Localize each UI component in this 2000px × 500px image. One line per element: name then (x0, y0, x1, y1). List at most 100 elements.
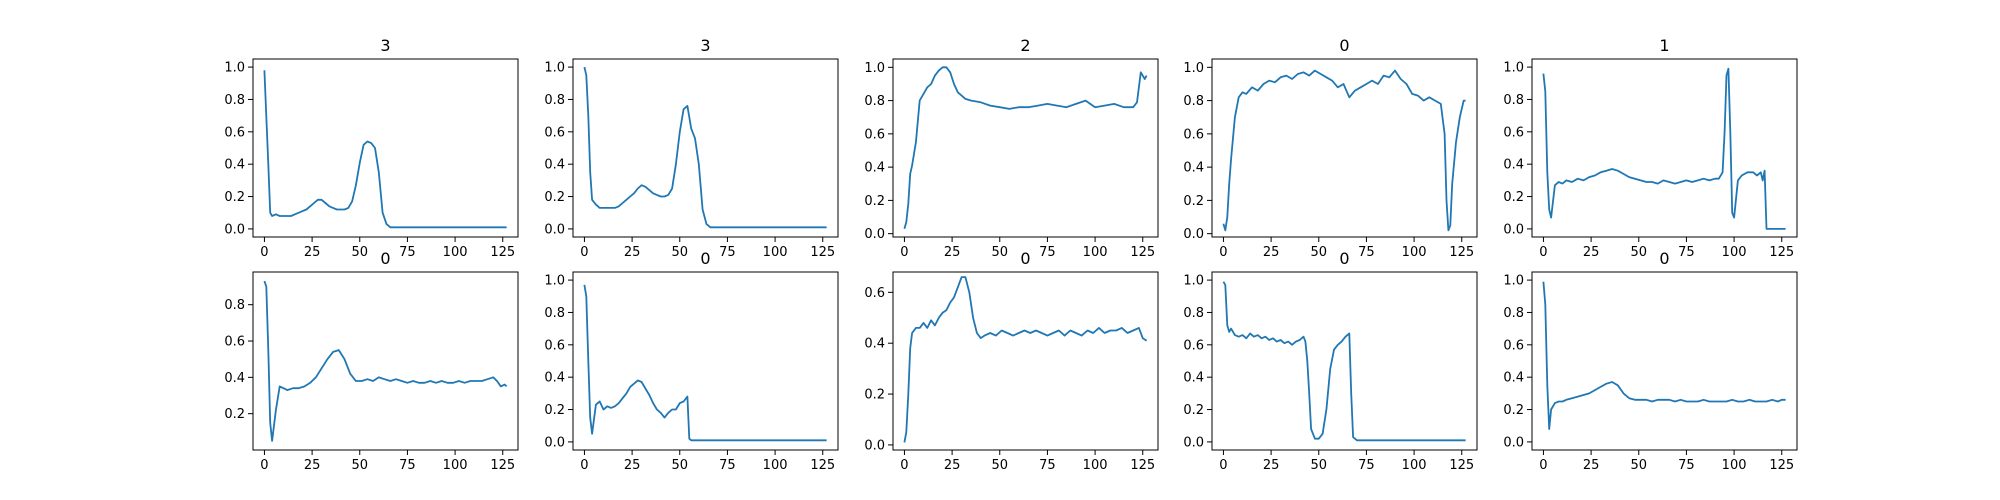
y-tick-label: 0.6 (864, 286, 885, 301)
y-tick-label: 0.4 (1503, 158, 1524, 173)
x-tick-label: 100 (443, 245, 468, 260)
x-tick-label: 100 (763, 458, 788, 473)
x-tick-label: 0 (260, 245, 268, 260)
x-tick-label: 0 (1219, 458, 1227, 473)
y-tick-label: 0.2 (864, 194, 885, 209)
y-tick-label: 0.4 (544, 371, 565, 386)
panel-title: 0 (1020, 249, 1030, 268)
y-tick-label: 0.8 (544, 93, 565, 108)
y-tick-label: 0.2 (1503, 403, 1524, 418)
x-tick-label: 125 (1449, 245, 1474, 260)
y-tick-label: 1.0 (1183, 274, 1204, 289)
y-tick-label: 1.0 (1503, 61, 1524, 76)
series-line (583, 66, 827, 229)
y-tick-label: 0.6 (864, 127, 885, 142)
x-tick-label: 50 (1310, 458, 1327, 473)
panel-title: 2 (1020, 36, 1030, 55)
panel-6: 0 0 25 50 75 100 125 0.2 0.4 0.6 0.8 (224, 249, 519, 473)
y-tick-label: 0.8 (1503, 93, 1524, 108)
y-tick-label: 0.4 (224, 371, 245, 386)
y-tick-label: 0.2 (1183, 403, 1204, 418)
panel-7: 0 0 25 50 75 100 125 0.0 0.2 0.4 0.6 0.8 1.0 (544, 249, 839, 473)
x-tick-label: 0 (580, 245, 588, 260)
y-tick-label: 0.0 (544, 222, 565, 237)
x-tick-label: 0 (260, 458, 268, 473)
y-tick-label: 0.0 (864, 227, 885, 242)
y-tick-label: 0.2 (224, 190, 245, 205)
x-tick-label: 75 (1358, 458, 1375, 473)
x-tick-label: 125 (1130, 245, 1155, 260)
x-tick-label: 50 (1630, 458, 1647, 473)
x-tick-label: 125 (810, 245, 835, 260)
panel-title: 0 (380, 249, 390, 268)
axes-frame (572, 58, 839, 238)
y-tick-label: 0.2 (544, 190, 565, 205)
x-tick-label: 125 (1449, 458, 1474, 473)
panel-3: 2 0 25 50 75 100 125 0.0 0.2 0.4 0.6 0.8 1.0 (864, 36, 1159, 260)
x-tick-label: 0 (1539, 245, 1547, 260)
x-tick-label: 75 (1678, 458, 1695, 473)
y-tick-label: 0.6 (1503, 125, 1524, 140)
y-tick-label: 0.8 (544, 306, 565, 321)
panel-5: 1 0 25 50 75 100 125 0.0 0.2 0.4 0.6 0.8 1.0 (1503, 36, 1798, 260)
y-tick-label: 1.0 (1503, 274, 1524, 289)
y-tick-label: 0.0 (1183, 227, 1204, 242)
y-tick-label: 0.6 (1183, 338, 1204, 353)
panel-title: 0 (1659, 249, 1669, 268)
x-tick-label: 75 (1039, 245, 1056, 260)
panel-9: 0 0 25 50 75 100 125 0.0 0.2 0.4 0.6 0.8 1.0 (1183, 249, 1478, 473)
x-tick-label: 125 (1130, 458, 1155, 473)
y-tick-label: 0.4 (1503, 371, 1524, 386)
x-tick-label: 75 (399, 458, 416, 473)
x-tick-label: 50 (671, 458, 688, 473)
y-tick-label: 0.8 (1503, 306, 1524, 321)
panel-8: 0 0 25 50 75 100 125 0.0 0.2 0.4 0.6 (864, 249, 1159, 473)
y-tick-label: 0.6 (544, 338, 565, 353)
y-tick-label: 0.2 (1503, 190, 1524, 205)
y-tick-label: 0.6 (1183, 127, 1204, 142)
x-tick-label: 25 (624, 245, 641, 260)
x-tick-label: 100 (1722, 458, 1747, 473)
x-tick-label: 25 (1263, 458, 1280, 473)
y-tick-label: 0.2 (1183, 194, 1204, 209)
x-tick-label: 125 (490, 245, 515, 260)
x-tick-label: 0 (1539, 458, 1547, 473)
panel-10: 0 0 25 50 75 100 125 0.0 0.2 0.4 0.6 0.8 1.0 (1503, 249, 1798, 473)
panel-title: 0 (1339, 249, 1349, 268)
panel-title: 0 (1339, 36, 1349, 55)
series-line (263, 70, 507, 229)
axes-frame (572, 271, 839, 451)
y-tick-label: 0.4 (1183, 161, 1204, 176)
x-tick-label: 50 (1630, 245, 1647, 260)
axes-frame (1531, 271, 1798, 451)
series-line (1222, 281, 1466, 442)
y-tick-label: 0.8 (224, 298, 245, 313)
x-tick-label: 125 (490, 458, 515, 473)
x-tick-label: 100 (1083, 458, 1108, 473)
axes-frame (1211, 58, 1478, 238)
series-line (263, 280, 508, 442)
panel-title: 3 (380, 36, 390, 55)
x-tick-label: 75 (719, 245, 736, 260)
x-tick-label: 25 (944, 245, 961, 260)
y-tick-label: 0.6 (224, 335, 245, 350)
y-tick-label: 0.2 (864, 388, 885, 403)
series-line (903, 66, 1148, 229)
y-tick-label: 0.0 (1503, 222, 1524, 237)
axes-frame (892, 58, 1159, 238)
axes-frame (892, 271, 1159, 451)
y-tick-label: 0.8 (1183, 306, 1204, 321)
x-tick-label: 0 (900, 245, 908, 260)
x-tick-label: 25 (1583, 458, 1600, 473)
series-line (1222, 69, 1466, 232)
y-tick-label: 0.8 (224, 93, 245, 108)
y-tick-label: 0.4 (1183, 371, 1204, 386)
y-tick-label: 1.0 (544, 274, 565, 289)
x-tick-label: 75 (719, 458, 736, 473)
x-tick-label: 75 (1678, 245, 1695, 260)
y-tick-label: 0.4 (544, 158, 565, 173)
panel-1: 3 0 25 50 75 100 125 0.0 0.2 0.4 0.6 0.8 1.0 (224, 36, 519, 260)
y-tick-label: 0.0 (1183, 435, 1204, 450)
y-tick-label: 1.0 (864, 61, 885, 76)
